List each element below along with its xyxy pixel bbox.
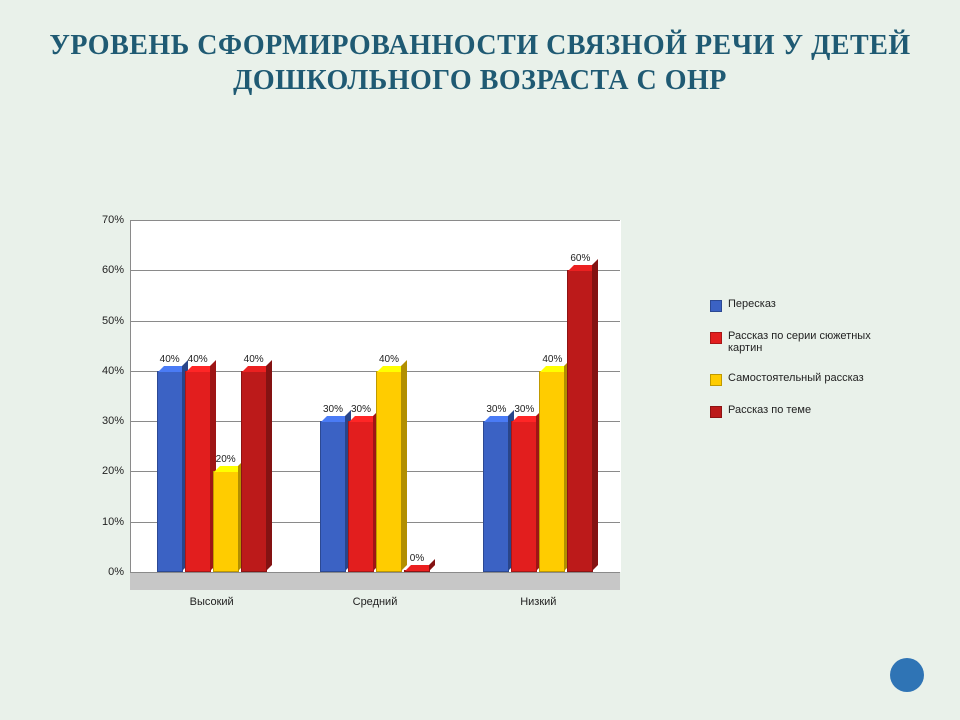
legend-label: Рассказ по серии сюжетных картин bbox=[728, 330, 900, 354]
chart-gridline bbox=[130, 220, 620, 221]
decoration-dot bbox=[890, 658, 924, 692]
legend-label: Рассказ по теме bbox=[728, 404, 811, 416]
legend-item: Рассказ по серии сюжетных картин bbox=[710, 330, 900, 354]
chart-bar: 30% bbox=[320, 421, 346, 572]
chart-ytick: 50% bbox=[102, 315, 130, 327]
chart-bar-label: 40% bbox=[188, 354, 208, 365]
chart-xtick: Высокий bbox=[130, 596, 293, 608]
chart-xticks: ВысокийСреднийНизкий bbox=[130, 596, 620, 608]
chart-floor bbox=[130, 571, 620, 590]
chart-bar-label: 40% bbox=[379, 354, 399, 365]
chart-bar-label: 40% bbox=[542, 354, 562, 365]
legend-swatch bbox=[710, 406, 722, 418]
chart-bar-label: 30% bbox=[486, 404, 506, 415]
chart-bar-label: 40% bbox=[244, 354, 264, 365]
chart-bar-label: 30% bbox=[514, 404, 534, 415]
chart-ytick: 10% bbox=[102, 516, 130, 528]
chart-bar-group: 30%30%40%0% bbox=[320, 371, 430, 572]
chart-bar: 40% bbox=[157, 371, 183, 572]
chart-bar: 30% bbox=[483, 421, 509, 572]
chart-bar-label: 30% bbox=[351, 404, 371, 415]
legend-label: Пересказ bbox=[728, 298, 776, 310]
chart-bar: 60% bbox=[567, 270, 593, 572]
legend-item: Самостоятельный рассказ bbox=[710, 372, 900, 386]
legend-swatch bbox=[710, 300, 722, 312]
chart-ytick: 0% bbox=[108, 566, 130, 578]
chart-bar-label: 60% bbox=[570, 253, 590, 264]
chart-bar-label: 40% bbox=[160, 354, 180, 365]
chart-bar-label: 30% bbox=[323, 404, 343, 415]
chart-bar-label: 20% bbox=[216, 454, 236, 465]
chart-bar-group: 30%30%40%60% bbox=[483, 270, 593, 572]
chart-ytick: 20% bbox=[102, 465, 130, 477]
chart-gridline bbox=[130, 572, 620, 573]
chart-bar: 40% bbox=[539, 371, 565, 572]
chart-ytick: 70% bbox=[102, 214, 130, 226]
chart-bar: 40% bbox=[241, 371, 267, 572]
legend-swatch bbox=[710, 332, 722, 344]
chart: 0%10%20%30%40%50%60%70%40%40%20%40%30%30… bbox=[70, 220, 900, 630]
chart-bar: 40% bbox=[376, 371, 402, 572]
chart-bar: 30% bbox=[348, 421, 374, 572]
legend-item: Пересказ bbox=[710, 298, 900, 312]
chart-bar-label: 0% bbox=[410, 553, 424, 564]
legend-swatch bbox=[710, 374, 722, 386]
chart-bar-group: 40%40%20%40% bbox=[157, 371, 267, 572]
slide: УРОВЕНЬ СФОРМИРОВАННОСТИ СВЯЗНОЙ РЕЧИ У … bbox=[0, 0, 960, 720]
chart-ytick: 60% bbox=[102, 264, 130, 276]
chart-bar: 40% bbox=[185, 371, 211, 572]
chart-plot: 0%10%20%30%40%50%60%70%40%40%20%40%30%30… bbox=[130, 220, 620, 590]
chart-ytick: 30% bbox=[102, 415, 130, 427]
chart-bar: 20% bbox=[213, 471, 239, 572]
chart-bar: 0% bbox=[404, 570, 430, 572]
chart-legend: Пересказ Рассказ по серии сюжетных картин… bbox=[710, 298, 900, 436]
chart-xtick: Низкий bbox=[457, 596, 620, 608]
chart-bar: 30% bbox=[511, 421, 537, 572]
chart-xtick: Средний bbox=[293, 596, 456, 608]
chart-ytick: 40% bbox=[102, 365, 130, 377]
legend-label: Самостоятельный рассказ bbox=[728, 372, 864, 384]
slide-title: УРОВЕНЬ СФОРМИРОВАННОСТИ СВЯЗНОЙ РЕЧИ У … bbox=[0, 0, 960, 98]
legend-item: Рассказ по теме bbox=[710, 404, 900, 418]
